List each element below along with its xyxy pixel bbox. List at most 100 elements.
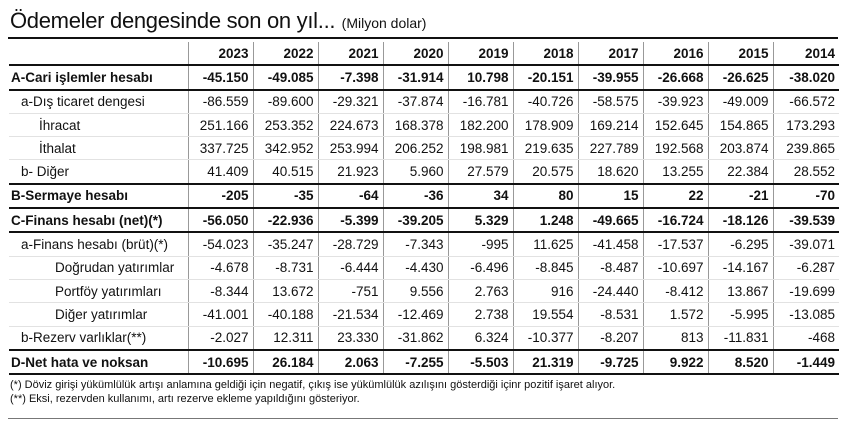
value-cell: 251.166 xyxy=(187,113,253,138)
row-label: A-Cari işlemler hesabı xyxy=(9,65,188,91)
value-cell: -39.539 xyxy=(772,208,839,234)
value-cell: 19.554 xyxy=(512,302,578,327)
value-cell: 11.625 xyxy=(512,232,578,257)
value-cell: -8.207 xyxy=(577,326,643,351)
value-cell: -40.726 xyxy=(512,89,578,114)
value-cell: -58.575 xyxy=(577,89,643,114)
value-cell: 27.579 xyxy=(447,159,513,185)
value-cell: -751 xyxy=(317,279,383,304)
bottom-rule xyxy=(8,418,838,419)
value-cell: -35 xyxy=(252,183,318,210)
value-cell: -995 xyxy=(447,232,513,257)
header-label-cell xyxy=(9,42,188,67)
table-row: İthalat 337.725 342.952 253.994 206.252 198.9… xyxy=(9,136,839,161)
value-cell: -29.321 xyxy=(317,89,383,114)
row-label: D-Net hata ve noksan xyxy=(9,349,188,376)
value-cell: 41.409 xyxy=(187,159,253,185)
value-cell: -24.440 xyxy=(577,279,643,304)
value-cell: -35.247 xyxy=(252,232,318,257)
value-cell: 224.673 xyxy=(317,113,383,138)
year-header: 2016 xyxy=(642,42,708,67)
value-cell: 206.252 xyxy=(382,136,448,161)
table-title: Ödemeler dengesinde son on yıl... (Milyo… xyxy=(10,8,426,34)
value-cell: 2.738 xyxy=(447,302,513,327)
value-cell: -31.914 xyxy=(382,65,448,91)
value-cell: -11.831 xyxy=(707,326,773,351)
row-label: Diğer yatırımlar xyxy=(9,302,188,327)
value-cell: -5.399 xyxy=(317,208,383,234)
value-cell: 2.763 xyxy=(447,279,513,304)
value-cell: -20.151 xyxy=(512,65,578,91)
value-cell: -39.955 xyxy=(577,65,643,91)
value-cell: -89.600 xyxy=(252,89,318,114)
year-header: 2019 xyxy=(447,42,513,67)
value-cell: -56.050 xyxy=(187,208,253,234)
value-cell: -8.487 xyxy=(577,256,643,280)
value-cell: -14.167 xyxy=(707,256,773,280)
value-cell: 1.248 xyxy=(512,208,578,234)
value-cell: -18.126 xyxy=(707,208,773,234)
year-header: 2021 xyxy=(317,42,383,67)
balance-of-payments-table: 2023 2022 2021 2020 2019 2018 2017 2016 … xyxy=(9,42,839,376)
value-cell: 173.293 xyxy=(772,113,839,138)
value-cell: -39.205 xyxy=(382,208,448,234)
value-cell: -2.027 xyxy=(187,326,253,351)
value-cell: 20.575 xyxy=(512,159,578,185)
row-label: İhracat xyxy=(9,113,188,138)
table-row: C-Finans hesabı (net)(*) -56.050 -22.936 -5… xyxy=(9,208,839,234)
value-cell: -39.923 xyxy=(642,89,708,114)
value-cell: 182.200 xyxy=(447,113,513,138)
value-cell: 18.620 xyxy=(577,159,643,185)
year-header: 2018 xyxy=(512,42,578,67)
value-cell: 10.798 xyxy=(447,65,513,91)
value-cell: 12.311 xyxy=(252,326,318,351)
table-row: B-Sermaye hesabı -205 -35 -64 -36 34 80 15 22 -21… xyxy=(9,183,839,210)
value-cell: 13.255 xyxy=(642,159,708,185)
value-cell: 1.572 xyxy=(642,302,708,327)
value-cell: -9.725 xyxy=(577,349,643,376)
value-cell: -6.287 xyxy=(772,256,839,280)
table-row: b-Rezerv varlıklar(**) -2.027 12.311 23.330… xyxy=(9,326,839,351)
value-cell: -21 xyxy=(707,183,773,210)
table-row: b- Diğer 41.409 40.515 21.923 5.960 27.579 20.… xyxy=(9,159,839,185)
value-cell: 5.960 xyxy=(382,159,448,185)
value-cell: -40.188 xyxy=(252,302,318,327)
value-cell: 203.874 xyxy=(707,136,773,161)
value-cell: -41.458 xyxy=(577,232,643,257)
value-cell: -26.625 xyxy=(707,65,773,91)
value-cell: -6.295 xyxy=(707,232,773,257)
table-row: Diğer yatırımlar -41.001 -40.188 -21.534 -12… xyxy=(9,302,839,327)
value-cell: -86.559 xyxy=(187,89,253,114)
value-cell: -5.503 xyxy=(447,349,513,376)
year-header: 2015 xyxy=(707,42,773,67)
value-cell: 13.672 xyxy=(252,279,318,304)
value-cell: -26.668 xyxy=(642,65,708,91)
value-cell: 337.725 xyxy=(187,136,253,161)
value-cell: -21.534 xyxy=(317,302,383,327)
value-cell: 40.515 xyxy=(252,159,318,185)
value-cell: 154.865 xyxy=(707,113,773,138)
title-main: Ödemeler dengesinde son on yıl... xyxy=(10,8,336,33)
row-label: a-Dış ticaret dengesi xyxy=(9,89,188,114)
table-row: D-Net hata ve noksan -10.695 26.184 2.063 -7… xyxy=(9,349,839,376)
footnote: (**) Eksi, rezervden kullanımı, artı rez… xyxy=(10,393,360,405)
value-cell: -37.874 xyxy=(382,89,448,114)
value-cell: -7.343 xyxy=(382,232,448,257)
value-cell: -10.377 xyxy=(512,326,578,351)
value-cell: -7.398 xyxy=(317,65,383,91)
row-label: B-Sermaye hesabı xyxy=(9,183,188,210)
value-cell: -6.444 xyxy=(317,256,383,280)
value-cell: -36 xyxy=(382,183,448,210)
year-header: 2014 xyxy=(772,42,839,67)
value-cell: 253.352 xyxy=(252,113,318,138)
header-row: 2023 2022 2021 2020 2019 2018 2017 2016 … xyxy=(9,42,839,67)
value-cell: 22 xyxy=(642,183,708,210)
value-cell: -41.001 xyxy=(187,302,253,327)
value-cell: 239.865 xyxy=(772,136,839,161)
value-cell: -13.085 xyxy=(772,302,839,327)
value-cell: 9.922 xyxy=(642,349,708,376)
year-header: 2017 xyxy=(577,42,643,67)
value-cell: 28.552 xyxy=(772,159,839,185)
value-cell: -49.665 xyxy=(577,208,643,234)
value-cell: 21.319 xyxy=(512,349,578,376)
